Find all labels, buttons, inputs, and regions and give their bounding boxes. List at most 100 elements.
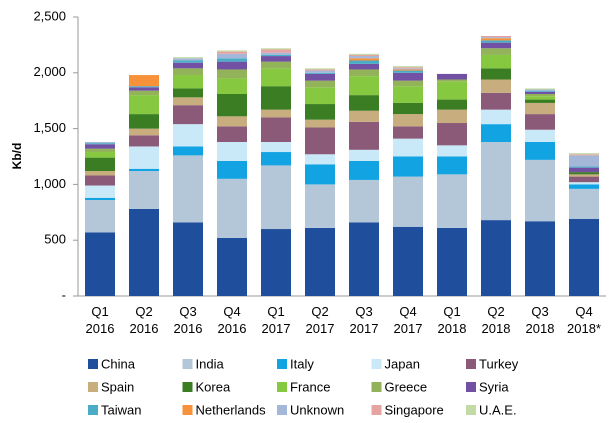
bar-segment xyxy=(569,167,599,173)
bar-segment xyxy=(129,87,159,91)
bar-segment xyxy=(393,226,423,296)
bar-segment xyxy=(173,222,203,296)
bar-segment xyxy=(129,75,159,87)
bar-segment xyxy=(349,121,379,150)
bar-segment xyxy=(173,88,203,98)
bar-segment xyxy=(481,124,511,142)
x-tick-label: Q1 2016 xyxy=(86,304,115,336)
bar-segment xyxy=(437,99,467,110)
bar-segment xyxy=(349,60,379,64)
bar-segment xyxy=(173,105,203,125)
bar-segment xyxy=(393,68,423,70)
bar-segment xyxy=(393,70,423,73)
bar-segment xyxy=(173,62,203,69)
bar-segment xyxy=(173,68,203,76)
bar-segment xyxy=(569,172,599,175)
bar-segment xyxy=(305,72,335,74)
bar-segment xyxy=(481,68,511,80)
bar-segment xyxy=(349,54,379,57)
bar-segment xyxy=(261,109,291,118)
bar-segment xyxy=(129,86,159,88)
legend-swatch xyxy=(371,382,382,392)
legend-swatch xyxy=(466,359,476,369)
bar-segment xyxy=(525,88,555,90)
bar-segment xyxy=(261,68,291,87)
bar-segment xyxy=(437,156,467,175)
bar-segment xyxy=(569,218,599,296)
bar-segment xyxy=(305,184,335,228)
bar-segment xyxy=(305,127,335,155)
bar-segment xyxy=(217,51,247,54)
x-tick-label: Q4 2016 xyxy=(218,304,247,336)
bar-segment xyxy=(173,97,203,106)
bar-segment xyxy=(393,86,423,103)
bar-segment xyxy=(393,69,423,71)
bar-segment xyxy=(129,208,159,296)
legend-swatch xyxy=(466,382,476,392)
bar-segment xyxy=(217,78,247,95)
y-tick-label: 2,000 xyxy=(33,64,66,79)
bar-segment xyxy=(349,56,379,59)
bar-segment xyxy=(437,73,467,80)
bar-segment xyxy=(261,152,291,166)
bar-segment xyxy=(173,155,203,223)
bar-segment xyxy=(481,35,511,38)
bar-segment xyxy=(481,37,511,39)
x-tick-label: Q1 2018 xyxy=(438,304,467,336)
legend-swatch xyxy=(88,382,98,392)
legend-label: Syria xyxy=(479,379,509,394)
bar-segment xyxy=(217,94,247,117)
legend-swatch xyxy=(88,359,98,369)
bar-segment xyxy=(261,56,291,62)
bar-segment xyxy=(393,138,423,157)
bar-segment xyxy=(305,119,335,128)
bar-segment xyxy=(85,232,115,296)
bar-segment xyxy=(569,155,599,167)
bar-segment xyxy=(393,72,423,81)
bar-segment xyxy=(349,76,379,96)
bar-segment xyxy=(525,102,555,115)
bar-segment xyxy=(129,146,159,169)
legend-label: Greece xyxy=(385,379,428,394)
bar-segment xyxy=(525,129,555,142)
bar-segment xyxy=(305,80,335,88)
legend-swatch xyxy=(371,405,382,415)
bar-segment xyxy=(481,79,511,93)
bar-segment xyxy=(525,91,555,95)
bar-segment xyxy=(569,153,599,155)
bar-segment xyxy=(261,117,291,142)
bar-segment xyxy=(85,200,115,233)
bar-segment xyxy=(173,146,203,156)
bar-segment xyxy=(305,154,335,165)
bar-segment xyxy=(217,178,247,238)
bar-segment xyxy=(569,174,599,177)
legend-label: Korea xyxy=(196,379,231,394)
bar-segment xyxy=(217,237,247,296)
bar-segment xyxy=(569,176,599,183)
bar-segment xyxy=(393,176,423,227)
y-tick-label: 2,500 xyxy=(33,8,66,23)
bar-segment xyxy=(481,92,511,110)
bar-segment xyxy=(437,174,467,228)
legend-swatch xyxy=(371,359,382,369)
bar-segment xyxy=(481,141,511,221)
bar-segment xyxy=(217,69,247,79)
bar-segment xyxy=(437,227,467,296)
bar-segment xyxy=(85,157,115,172)
bar-segment xyxy=(481,38,511,41)
bar-segment xyxy=(569,184,599,189)
bar-segment xyxy=(129,95,159,115)
bar-segment xyxy=(129,90,159,96)
x-tick-label: Q4 2017 xyxy=(394,304,423,336)
bar-segment xyxy=(261,48,291,50)
bar-segment xyxy=(569,182,599,185)
bar-segment xyxy=(569,154,599,156)
bar-segment xyxy=(305,164,335,185)
bar-segment xyxy=(85,175,115,186)
legend-label: U.A.E. xyxy=(479,402,517,417)
y-tick-label: 500 xyxy=(44,232,66,247)
bar-segment xyxy=(349,110,379,122)
bar-segment xyxy=(481,54,511,69)
bar-segment xyxy=(261,141,291,153)
legend-swatch xyxy=(182,382,193,392)
